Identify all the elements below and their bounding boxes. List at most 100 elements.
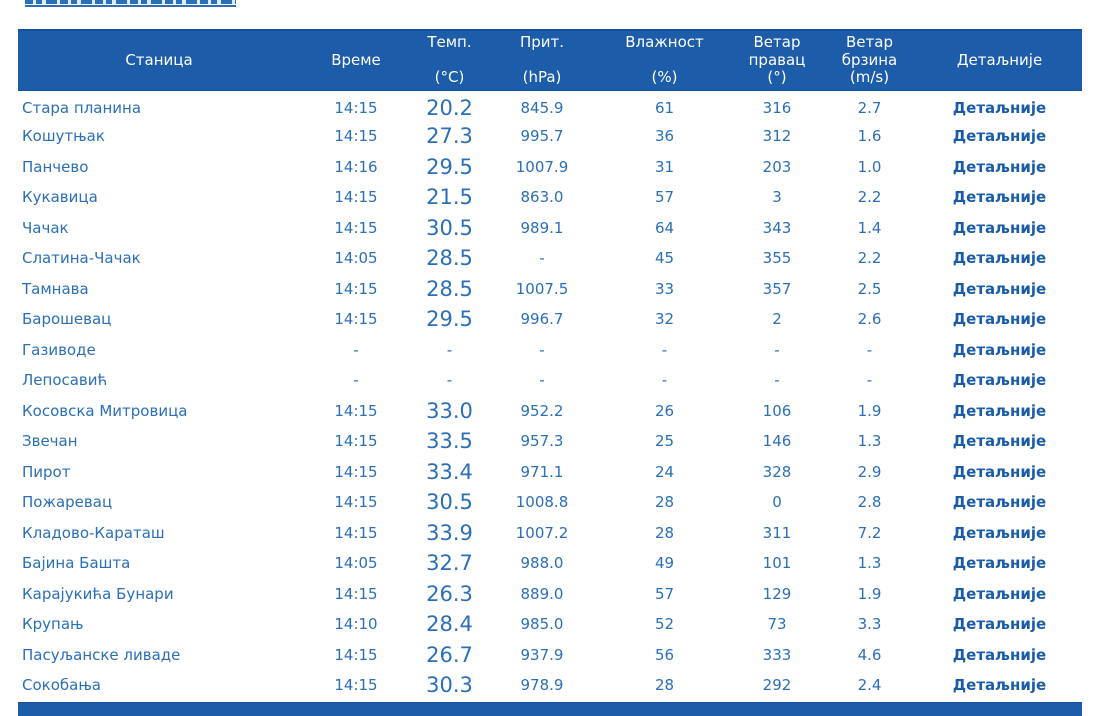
details-link[interactable]: Детаљније	[952, 310, 1047, 329]
wind-direction-value: 101	[762, 554, 792, 573]
wind-direction-value: 292	[762, 676, 792, 695]
pressure-value: 1007.9	[515, 157, 569, 176]
temperature-value: 28.5	[426, 246, 473, 271]
details-cell: Детаљније	[917, 609, 1082, 640]
wind-speed-value: 2.8	[857, 493, 882, 512]
humidity-value: 49	[654, 554, 675, 573]
details-cell: Детаљније	[917, 487, 1082, 518]
details-cell: Детаљније	[917, 121, 1082, 152]
station-name: Слатина-Чачак	[22, 249, 141, 268]
pressure-value: 957.3	[520, 432, 564, 451]
humidity-value: 33	[654, 279, 675, 298]
table-row: Газиводе - - - - - - Детаљније	[18, 335, 1082, 366]
temperature-value: 30.5	[426, 490, 473, 515]
time-value: 14:15	[334, 127, 378, 146]
details-link[interactable]: Детаљније	[952, 188, 1047, 207]
time-value: 14:15	[334, 462, 378, 481]
pressure-value: 863.0	[520, 188, 564, 207]
temperature-value: 29.5	[426, 154, 473, 179]
column-header-details: Детаљније	[956, 50, 1043, 69]
details-link[interactable]: Детаљније	[952, 523, 1047, 542]
time-value: 14:15	[334, 523, 378, 542]
details-link[interactable]: Детаљније	[952, 371, 1047, 390]
wind-direction-value: 146	[762, 432, 792, 451]
details-cell: Детаљније	[917, 365, 1082, 396]
humidity-value: 24	[654, 462, 675, 481]
wind-speed-value: 2.4	[857, 676, 882, 695]
details-link[interactable]: Детаљније	[952, 401, 1047, 420]
humidity-value: 45	[654, 249, 675, 268]
details-link[interactable]: Детаљније	[952, 584, 1047, 603]
time-value: 14:16	[334, 157, 378, 176]
details-link[interactable]: Детаљније	[952, 279, 1047, 298]
wind-direction-value: 316	[762, 98, 792, 117]
temperature-value: 26.7	[426, 642, 473, 667]
clipped-page-title[interactable]	[25, 0, 236, 8]
wind-speed-value: 1.3	[857, 432, 882, 451]
details-cell: Детаљније	[917, 335, 1082, 366]
wind-speed-value: 1.0	[857, 157, 882, 176]
details-link[interactable]: Детаљније	[952, 676, 1047, 695]
details-link[interactable]: Детаљније	[952, 157, 1047, 176]
station-name: Бајина Башта	[22, 554, 131, 573]
pressure-value: 985.0	[520, 615, 564, 634]
table-row: Пирот 14:15 33.4 971.1 24 328 2.9 Детаљније	[18, 457, 1082, 488]
station-name: Кукавица	[22, 188, 98, 207]
temperature-value: 20.2	[426, 95, 473, 120]
details-cell: Детаљније	[917, 426, 1082, 457]
pressure-value: -	[539, 371, 545, 390]
humidity-value: 32	[654, 310, 675, 329]
temperature-value: 33.5	[426, 429, 473, 454]
pressure-value: 996.7	[520, 310, 564, 329]
column-header-wind-direction: Ветар правац (°)	[748, 33, 806, 86]
details-link[interactable]: Детаљније	[952, 615, 1047, 634]
pressure-value: 952.2	[520, 401, 564, 420]
station-name: Барошевац	[22, 310, 112, 329]
column-header-humidity: Влажност (%)	[625, 33, 704, 86]
table-row: Кладово-Караташ 14:15 33.9 1007.2 28 311 7.2 Де…	[18, 518, 1082, 549]
time-value: 14:10	[334, 615, 378, 634]
details-cell: Детаљније	[917, 396, 1082, 427]
pressure-value: 971.1	[520, 462, 564, 481]
wind-direction-value: 355	[762, 249, 792, 268]
details-link[interactable]: Детаљније	[952, 98, 1047, 117]
details-link[interactable]: Детаљније	[952, 218, 1047, 237]
details-link[interactable]: Детаљније	[952, 249, 1047, 268]
table-row: Кошутњак 14:15 27.3 995.7 36 312 1.6 Детаљније	[18, 121, 1082, 152]
temperature-value: -	[446, 371, 453, 390]
details-link[interactable]: Детаљније	[952, 127, 1047, 146]
wind-speed-value: 1.3	[857, 554, 882, 573]
wind-speed-value: 2.2	[857, 188, 882, 207]
details-link[interactable]: Детаљније	[952, 493, 1047, 512]
details-link[interactable]: Детаљније	[952, 340, 1047, 359]
humidity-value: 57	[654, 188, 675, 207]
details-link[interactable]: Детаљније	[952, 554, 1047, 573]
humidity-value: 57	[654, 584, 675, 603]
humidity-value: -	[661, 340, 668, 359]
details-link[interactable]: Детаљније	[952, 462, 1047, 481]
pressure-value: 889.0	[520, 584, 564, 603]
temperature-value: 26.3	[426, 581, 473, 606]
pressure-value: -	[539, 249, 545, 268]
details-link[interactable]: Детаљније	[952, 645, 1047, 664]
station-name: Звечан	[22, 432, 78, 451]
column-header-time: Време	[331, 50, 381, 69]
temperature-value: 33.9	[426, 520, 473, 545]
details-link[interactable]: Детаљније	[952, 432, 1047, 451]
time-value: 14:15	[334, 310, 378, 329]
table-row: Пожаревац 14:15 30.5 1008.8 28 0 2.8 Детаљније	[18, 487, 1082, 518]
column-header-temperature: Темп. (°C)	[427, 33, 472, 86]
table-row: Сокобања 14:15 30.3 978.9 28 292 2.4 Детаљније	[18, 670, 1082, 701]
time-value: 14:15	[334, 218, 378, 237]
details-cell: Детаљније	[917, 579, 1082, 610]
wind-speed-value: 2.2	[857, 249, 882, 268]
wind-direction-value: 73	[767, 615, 787, 634]
clipped-text-underline	[25, 5, 236, 7]
wind-direction-value: 3	[772, 188, 782, 207]
temperature-value: 28.4	[426, 612, 473, 637]
temperature-value: 29.5	[426, 307, 473, 332]
table-row: Панчево 14:16 29.5 1007.9 31 203 1.0 Детаљније	[18, 152, 1082, 183]
wind-speed-value: 7.2	[857, 523, 882, 542]
wind-direction-value: 311	[762, 523, 792, 542]
pressure-value: 978.9	[520, 676, 564, 695]
